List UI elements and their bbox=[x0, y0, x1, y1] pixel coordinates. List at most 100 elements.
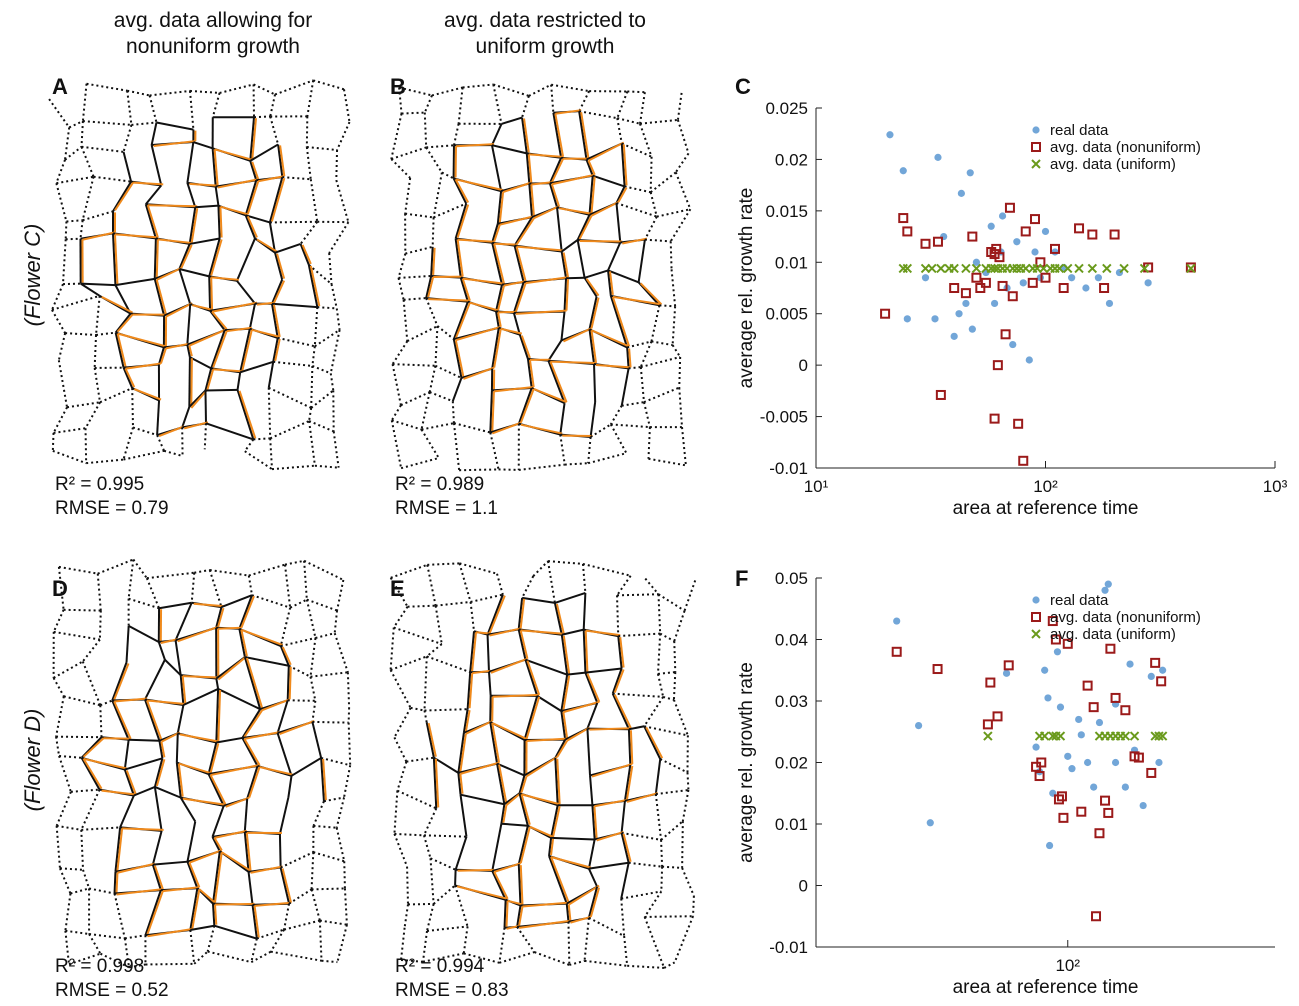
point bbox=[1056, 791, 1067, 802]
cell-wall-outer bbox=[253, 83, 276, 96]
cell-wall-outer bbox=[335, 179, 350, 223]
cell-wall-outer bbox=[86, 458, 124, 465]
cell-network bbox=[390, 83, 692, 472]
cell-wall bbox=[432, 757, 438, 809]
cell-wall-fit bbox=[515, 309, 567, 315]
series bbox=[886, 131, 1152, 364]
cell-wall bbox=[556, 207, 563, 252]
cell-wall-outer bbox=[131, 121, 157, 126]
cell-wall-fit bbox=[505, 900, 509, 927]
point bbox=[1120, 731, 1131, 741]
cell-wall-fit bbox=[622, 144, 628, 186]
cell-wall-fit bbox=[457, 238, 495, 243]
cell-wall bbox=[157, 347, 165, 365]
cell-wall-fit bbox=[491, 722, 527, 740]
cell-wall bbox=[593, 363, 597, 403]
cell-wall-outer bbox=[93, 334, 98, 369]
cell-wall bbox=[114, 332, 125, 368]
point bbox=[994, 252, 1005, 263]
cell-wall bbox=[586, 702, 599, 729]
cell-wall-outer bbox=[68, 952, 101, 966]
cell-wall-outer bbox=[453, 123, 460, 146]
series bbox=[983, 731, 1168, 741]
cell-wall-outer bbox=[57, 332, 67, 361]
point bbox=[1021, 263, 1031, 274]
point bbox=[1110, 692, 1121, 703]
cell-wall-fit bbox=[153, 140, 196, 148]
cell-wall-fit bbox=[491, 421, 522, 435]
cell-wall-fit bbox=[217, 689, 222, 742]
cell-wall-outer bbox=[628, 861, 663, 868]
cell-wall-outer bbox=[59, 867, 84, 871]
cell-wall-outer bbox=[308, 420, 316, 466]
cell-wall bbox=[193, 141, 213, 150]
cell-wall-outer bbox=[99, 387, 133, 404]
point bbox=[1105, 299, 1114, 308]
cell-wall-outer bbox=[48, 98, 71, 129]
cell-wall bbox=[517, 629, 527, 660]
cell-wall-outer bbox=[63, 608, 101, 612]
point bbox=[990, 299, 999, 308]
cell-wall-outer bbox=[498, 927, 506, 963]
point bbox=[903, 315, 911, 323]
cell-wall bbox=[277, 144, 284, 178]
cell-wall bbox=[174, 602, 193, 641]
cell-wall bbox=[128, 624, 160, 643]
cell-wall-outer bbox=[392, 363, 436, 367]
cell-wall-fit bbox=[550, 856, 570, 904]
point bbox=[1003, 660, 1014, 671]
cell-wall-outer bbox=[244, 450, 273, 470]
cell-wall bbox=[178, 243, 191, 270]
cell-wall-outer bbox=[128, 597, 160, 610]
cell-wall-outer bbox=[53, 427, 86, 434]
point bbox=[949, 283, 960, 293]
point bbox=[1088, 702, 1099, 713]
point bbox=[1121, 783, 1129, 791]
cell-wall-outer bbox=[672, 672, 677, 700]
point bbox=[920, 238, 931, 249]
cell-wall-fit bbox=[82, 737, 105, 758]
cell-wall-fit bbox=[117, 332, 167, 348]
cell-wall-outer bbox=[498, 468, 519, 471]
cell-wall-outer bbox=[64, 221, 68, 240]
cell-wall-outer bbox=[189, 90, 195, 130]
cell-wall-outer bbox=[310, 365, 314, 408]
cell-wall-outer bbox=[393, 626, 443, 646]
cell-wall-fit bbox=[178, 762, 211, 775]
cell-wall-outer bbox=[207, 950, 252, 964]
cell-wall-outer bbox=[79, 220, 84, 239]
cell-wall bbox=[189, 356, 212, 370]
cell-wall bbox=[517, 864, 522, 906]
cell-wall bbox=[548, 182, 558, 208]
cell-wall-fit bbox=[309, 265, 321, 307]
cell-wall bbox=[501, 116, 523, 125]
cell-wall-outer bbox=[280, 851, 314, 869]
x-axis-title: area at reference time bbox=[953, 498, 1139, 519]
cell-wall bbox=[290, 757, 322, 777]
point bbox=[1038, 263, 1049, 274]
cell-wall bbox=[153, 758, 164, 788]
cell-wall-outer bbox=[99, 699, 113, 707]
cell-wall-fit bbox=[493, 862, 522, 873]
cell-wall-outer bbox=[686, 772, 690, 791]
cell-wall-outer bbox=[398, 274, 432, 279]
cell-wall bbox=[536, 695, 562, 712]
point bbox=[1047, 616, 1058, 627]
cell-wall-outer bbox=[534, 951, 570, 966]
cell-wall bbox=[491, 870, 507, 901]
cell-wall bbox=[122, 151, 133, 182]
cell-wall-outer bbox=[681, 789, 690, 822]
cell-wall-fit bbox=[198, 888, 216, 904]
cell-wall-outer bbox=[657, 673, 665, 698]
cell-wall bbox=[560, 311, 566, 341]
cell-wall-outer bbox=[659, 304, 676, 308]
cell-wall-fit bbox=[82, 231, 116, 241]
point bbox=[891, 646, 902, 657]
cell-wall-outer bbox=[280, 636, 316, 648]
cell-wall bbox=[156, 121, 194, 131]
cell-wall-outer bbox=[64, 145, 83, 161]
cell-wall-outer bbox=[406, 756, 435, 763]
cell-wall-outer bbox=[309, 676, 317, 702]
cell-wall-fit bbox=[498, 191, 505, 223]
cell-wall bbox=[114, 313, 132, 334]
